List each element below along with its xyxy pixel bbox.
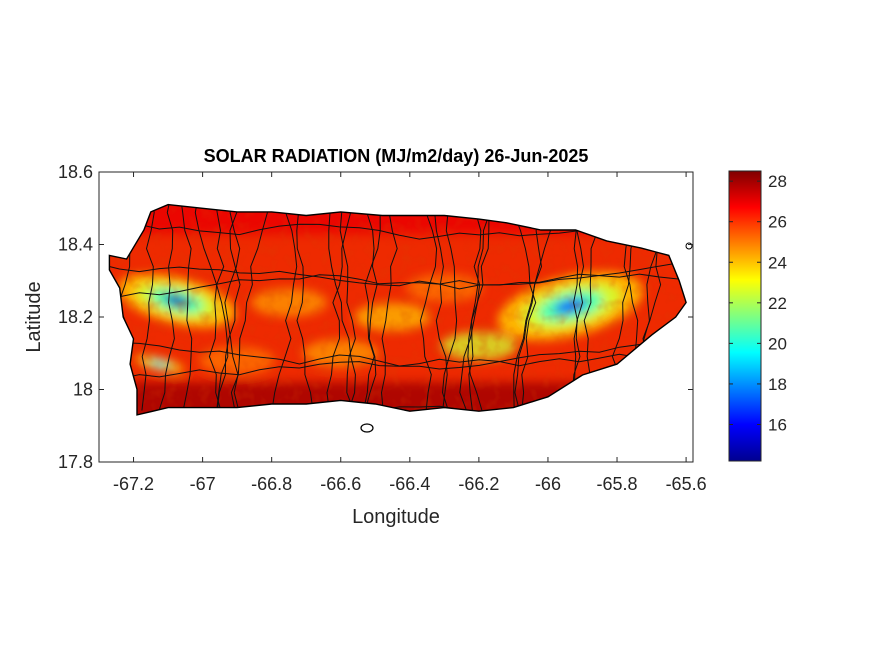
- colorbar-ticks: 16 18 20 22 24 26 28: [729, 172, 787, 434]
- x-tick-label: -66: [535, 474, 561, 494]
- municipality-boundary: [109, 260, 680, 290]
- municipality-boundary: [326, 204, 354, 411]
- municipality-boundary: [230, 204, 268, 411]
- colorbar-tick-label: 16: [768, 415, 787, 434]
- municipality-boundary: [194, 204, 229, 411]
- municipality-boundary: [271, 204, 298, 411]
- colorbar: [728, 170, 762, 462]
- y-axis: 17.8 18 18.2 18.4 18.6: [58, 162, 693, 472]
- x-tick-label: -67.2: [113, 474, 154, 494]
- x-tick-label: -66.4: [389, 474, 430, 494]
- x-axis-label: Longitude: [352, 506, 440, 528]
- municipality-boundary: [338, 204, 356, 411]
- x-tick-label: -65.8: [597, 474, 638, 494]
- x-tick-label: -65.6: [666, 474, 707, 494]
- colorbar-tick-label: 26: [768, 213, 787, 232]
- y-axis-label: Latitude: [23, 281, 45, 352]
- municipality-boundary: [208, 204, 225, 411]
- colorbar-tick-label: 20: [768, 334, 787, 353]
- municipality-boundary: [364, 204, 378, 411]
- y-tick-label: 18: [73, 380, 93, 400]
- colorbar-tick-label: 22: [768, 294, 787, 313]
- colorbar-tick-label: 18: [768, 375, 787, 394]
- culebra-island: [685, 242, 693, 250]
- caja-de-muertos-island: [360, 423, 374, 433]
- y-tick-label: 18.4: [58, 235, 93, 255]
- y-tick-label: 17.8: [58, 452, 93, 472]
- x-tick-label: -66.6: [320, 474, 361, 494]
- municipality-boundary: [318, 204, 356, 411]
- municipality-boundary: [296, 204, 314, 411]
- colorbar-tick-label: 28: [768, 172, 787, 191]
- x-tick-label: -67: [190, 474, 216, 494]
- municipality-boundary: [224, 204, 241, 411]
- colorbar-tick-label: 24: [768, 253, 787, 272]
- x-axis: -67.2 -67 -66.8 -66.6 -66.4 -66.2 -66 -65.8 -65.…: [113, 172, 707, 494]
- x-tick-label: -66.2: [458, 474, 499, 494]
- y-tick-label: 18.6: [58, 162, 93, 182]
- chart-title: SOLAR RADIATION (MJ/m2/day) 26-Jun-2025: [204, 146, 589, 166]
- y-tick-label: 18.2: [58, 307, 93, 327]
- municipality-boundary: [109, 343, 680, 380]
- municipality-boundary: [109, 340, 680, 367]
- island-outline: [108, 203, 687, 416]
- municipality-boundary: [216, 204, 250, 411]
- x-tick-label: -66.8: [251, 474, 292, 494]
- municipality-boundary: [109, 273, 680, 299]
